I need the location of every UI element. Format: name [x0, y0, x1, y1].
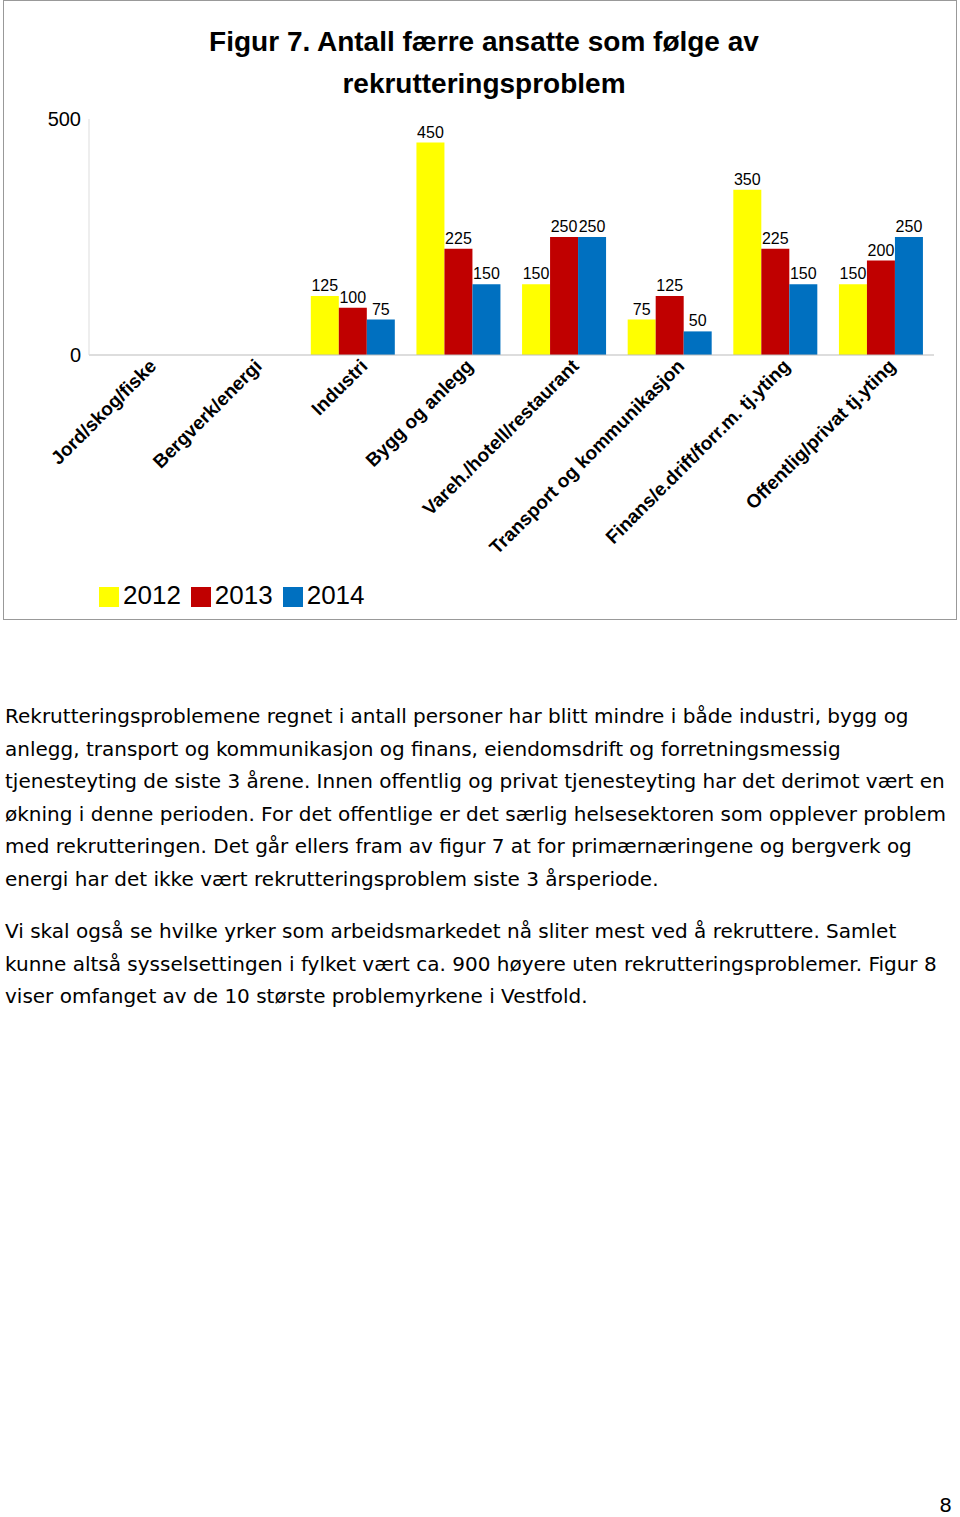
svg-text:Offentlig/privat tj.yting: Offentlig/privat tj.yting: [741, 355, 899, 513]
html-text:2013: 2013: [214, 580, 273, 610]
svg-text:100: 100: [339, 289, 366, 306]
svg-text:50: 50: [689, 312, 707, 329]
svg-text:Jord/skog/fiske: Jord/skog/fiske: [47, 355, 160, 468]
svg-text:Vareh./hotell/restaurant: Vareh./hotell/restaurant: [418, 355, 583, 520]
svg-text:500: 500: [48, 108, 81, 130]
svg-text:450: 450: [417, 124, 444, 141]
svg-text:75: 75: [633, 301, 651, 318]
svg-text:Transport og kommunikasjon: Transport og kommunikasjon: [485, 355, 688, 558]
svg-text:250: 250: [896, 218, 923, 235]
svg-text:150: 150: [473, 265, 500, 282]
svg-text:125: 125: [656, 277, 683, 294]
svg-text:150: 150: [790, 265, 817, 282]
svg-text:225: 225: [762, 230, 789, 247]
svg-text:150: 150: [523, 265, 550, 282]
html-text:Vi skal også se hvilke yrker s: Vi skal også se hvilke yrker som arbeids…: [5, 919, 937, 1008]
svg-text:125: 125: [311, 277, 338, 294]
svg-text:Finans/e.drift/forr.m. tj.ytin: Finans/e.drift/forr.m. tj.yting: [601, 355, 794, 548]
svg-text:225: 225: [445, 230, 472, 247]
svg-text:150: 150: [840, 265, 867, 282]
svg-text:Industri: Industri: [307, 355, 371, 419]
svg-text:250: 250: [579, 218, 606, 235]
svg-text:Bygg og anlegg: Bygg og anlegg: [361, 355, 477, 471]
html-text:2012: 2012: [123, 580, 181, 610]
html-text:2014: 2014: [306, 580, 365, 610]
svg-text:75: 75: [372, 301, 390, 318]
svg-text:0: 0: [70, 344, 81, 366]
html-text:Figur 7. Antall færre ansatte: Figur 7. Antall færre ansatte som følge …: [209, 26, 759, 99]
svg-text:250: 250: [551, 218, 578, 235]
svg-text:Bergverk/energi: Bergverk/energi: [149, 355, 266, 472]
svg-text:350: 350: [734, 171, 761, 188]
html-text:Rekrutteringsproblemene regnet: Rekrutteringsproblemene regnet i antall …: [5, 704, 946, 891]
html-text:8: 8: [939, 1493, 952, 1517]
svg-text:200: 200: [868, 242, 895, 259]
